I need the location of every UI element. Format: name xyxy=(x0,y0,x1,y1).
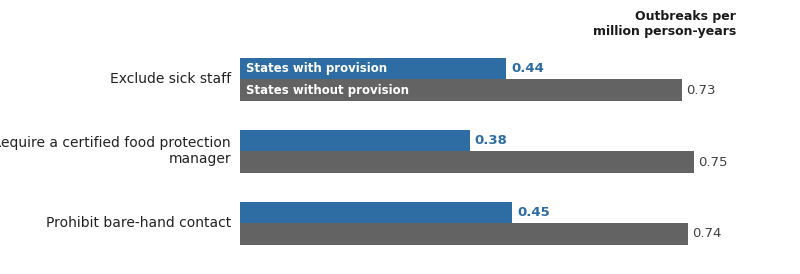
Text: Outbreaks per
million person-years: Outbreaks per million person-years xyxy=(593,10,736,38)
Bar xyxy=(240,79,682,101)
Text: Require a certified food protection
manager: Require a certified food protection mana… xyxy=(0,136,231,166)
Text: 0.38: 0.38 xyxy=(474,134,507,147)
Bar xyxy=(240,151,694,173)
Text: Exclude sick staff: Exclude sick staff xyxy=(110,72,231,86)
Text: Prohibit bare-hand contact: Prohibit bare-hand contact xyxy=(46,216,231,230)
Text: 0.75: 0.75 xyxy=(698,156,728,169)
Bar xyxy=(240,201,512,223)
Bar xyxy=(240,58,506,79)
Bar xyxy=(240,223,688,245)
Text: 0.73: 0.73 xyxy=(686,84,716,97)
Text: 0.74: 0.74 xyxy=(693,227,722,240)
Text: States with provision: States with provision xyxy=(246,62,387,75)
Text: 0.44: 0.44 xyxy=(511,62,544,75)
Text: 0.45: 0.45 xyxy=(517,206,550,219)
Bar xyxy=(240,130,470,151)
Text: States without provision: States without provision xyxy=(246,84,409,97)
